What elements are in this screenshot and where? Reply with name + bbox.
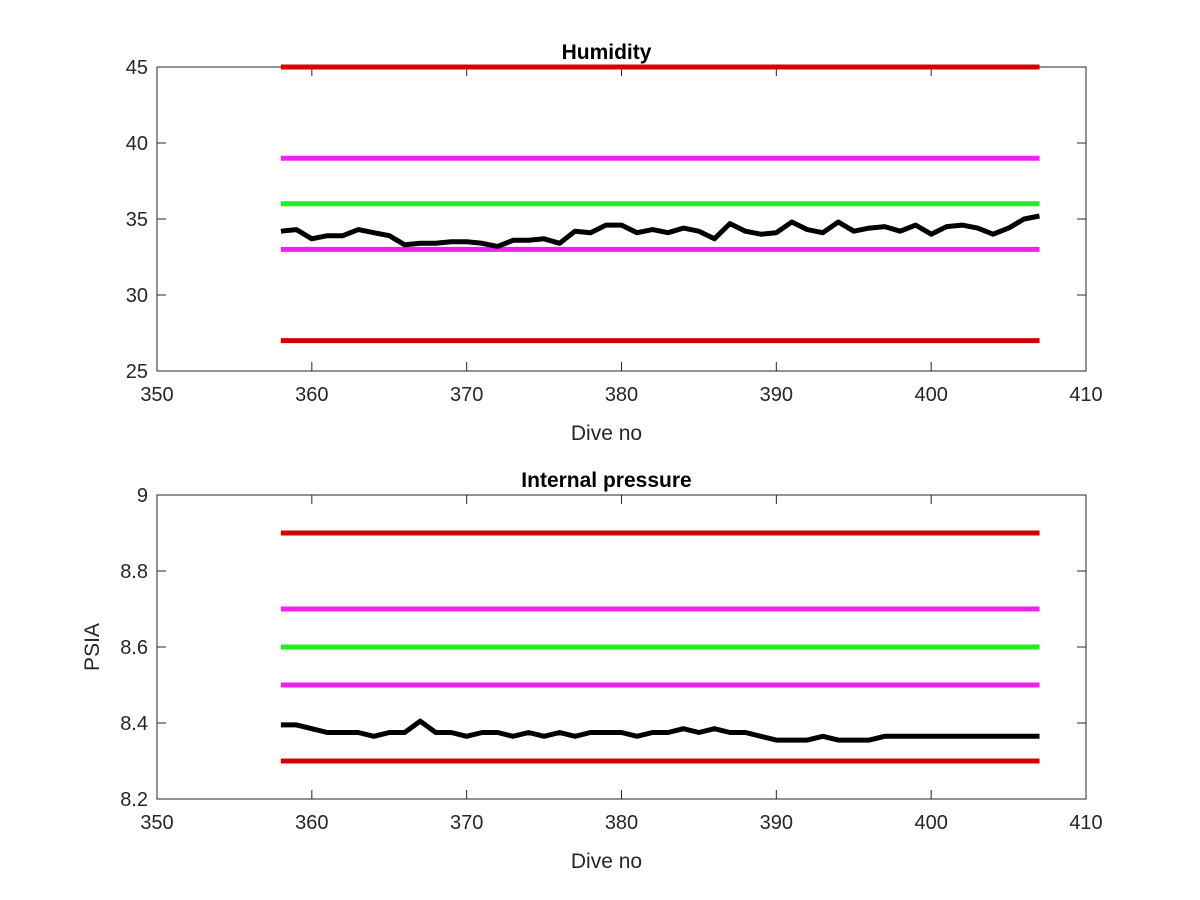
internal-pressure-axes: 350 360 370 380 390 400 410 8.2 8.4 8.6 8.8 9 Intern… [81, 469, 1103, 873]
pressure-xtick-label: 380 [605, 812, 638, 834]
pressure-ytick-label: 9 [137, 485, 148, 507]
humidity-xtick-label: 380 [605, 384, 638, 406]
pressure-xtick-label: 410 [1069, 812, 1102, 834]
pressure-yaxis-label: PSIA [81, 623, 104, 671]
pressure-xtick-label: 350 [140, 812, 173, 834]
pressure-chart-title: Internal pressure [521, 469, 691, 492]
pressure-ytick-label: 8.4 [120, 713, 148, 735]
humidity-xtick-label: 350 [140, 384, 173, 406]
humidity-xtick-label: 370 [450, 384, 483, 406]
pressure-xtick-label: 390 [760, 812, 793, 834]
humidity-axes-frame [156, 66, 1087, 372]
humidity-chart-title: Humidity [562, 41, 652, 64]
pressure-xtick-label: 400 [914, 812, 947, 834]
humidity-ytick-label: 30 [126, 285, 148, 307]
humidity-xtick-label: 360 [295, 384, 328, 406]
humidity-xtick-label: 400 [914, 384, 947, 406]
pressure-xtick-label: 370 [450, 812, 483, 834]
humidity-axes: 350 360 370 380 390 400 410 25 30 35 40 45 Humidity D… [126, 41, 1103, 445]
humidity-ytick-label: 45 [126, 57, 148, 79]
pressure-xaxis-label: Dive no [571, 850, 642, 873]
pressure-ytick-label: 8.6 [120, 637, 148, 659]
pressure-data-series-line [280, 718, 1040, 743]
humidity-ytick-label: 35 [126, 209, 148, 231]
humidity-xaxis-label: Dive no [571, 422, 642, 445]
pressure-xtick-label: 360 [295, 812, 328, 834]
pressure-ytick-label: 8.8 [120, 561, 148, 583]
humidity-ytick-label: 25 [126, 361, 148, 383]
humidity-ytick-label: 40 [126, 133, 148, 155]
humidity-data-series-line [280, 213, 1040, 249]
pressure-ytick-label: 8.2 [120, 789, 148, 811]
humidity-xtick-label: 410 [1069, 384, 1102, 406]
humidity-xtick-label: 390 [760, 384, 793, 406]
